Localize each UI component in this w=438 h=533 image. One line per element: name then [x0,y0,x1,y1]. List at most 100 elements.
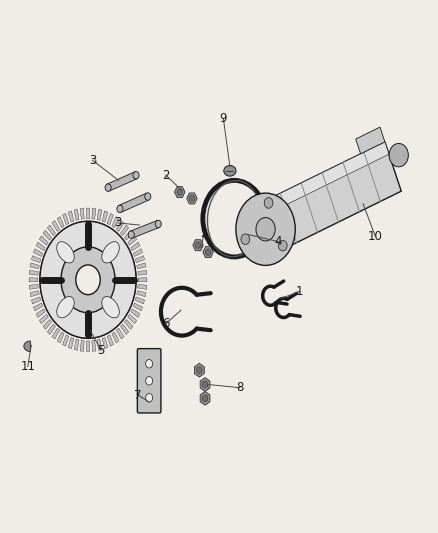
Polygon shape [32,256,41,263]
Polygon shape [193,240,203,251]
Circle shape [61,247,115,313]
Polygon shape [29,285,38,289]
Circle shape [197,367,202,374]
Circle shape [146,393,152,402]
FancyBboxPatch shape [138,349,161,413]
Polygon shape [107,335,113,346]
Circle shape [133,172,139,179]
Polygon shape [74,209,79,220]
Polygon shape [107,213,113,225]
Polygon shape [32,297,41,304]
Circle shape [128,231,134,238]
Ellipse shape [102,241,119,263]
Polygon shape [117,221,124,231]
Polygon shape [200,377,210,391]
Polygon shape [137,263,146,269]
Polygon shape [356,127,385,154]
Circle shape [155,220,161,228]
Polygon shape [117,328,124,339]
Polygon shape [200,391,210,405]
Polygon shape [43,230,52,240]
Polygon shape [29,278,38,282]
Polygon shape [47,324,56,335]
Polygon shape [120,225,129,236]
Text: 3: 3 [114,216,121,229]
Polygon shape [137,291,146,297]
Polygon shape [203,247,213,257]
Polygon shape [131,242,140,251]
Circle shape [146,376,152,385]
Polygon shape [112,332,119,343]
Circle shape [264,198,273,208]
Circle shape [76,265,100,295]
Circle shape [189,195,194,201]
Polygon shape [52,328,60,339]
Polygon shape [174,187,185,198]
Polygon shape [33,303,43,311]
Polygon shape [92,208,96,219]
Text: 2: 2 [162,168,170,182]
Circle shape [241,234,250,245]
Circle shape [105,184,111,191]
Circle shape [256,217,275,241]
Polygon shape [194,364,204,377]
Polygon shape [120,324,129,335]
Polygon shape [30,291,39,297]
Polygon shape [30,263,39,269]
Ellipse shape [57,241,74,263]
Text: 7: 7 [134,389,142,402]
Polygon shape [135,256,145,263]
Polygon shape [57,216,64,228]
Polygon shape [52,221,60,231]
Text: 1: 1 [296,285,304,298]
Polygon shape [36,309,45,318]
Polygon shape [97,209,102,220]
Polygon shape [33,249,43,256]
Polygon shape [138,278,147,282]
Polygon shape [131,309,140,318]
Polygon shape [43,319,52,329]
Polygon shape [24,341,30,352]
Text: 11: 11 [20,360,35,373]
Polygon shape [133,249,142,256]
Text: 6: 6 [162,318,170,330]
Circle shape [145,193,151,200]
Polygon shape [39,236,48,245]
Polygon shape [135,297,145,304]
Polygon shape [86,208,90,219]
Ellipse shape [57,296,74,318]
Circle shape [279,240,287,251]
Polygon shape [97,339,102,350]
Text: 10: 10 [368,230,383,243]
Polygon shape [124,319,133,329]
Polygon shape [102,211,108,222]
Polygon shape [68,337,74,349]
Text: 8: 8 [236,381,244,394]
Polygon shape [63,335,69,346]
Polygon shape [138,270,147,275]
Polygon shape [29,270,38,275]
Circle shape [177,189,182,195]
Polygon shape [68,211,74,222]
Text: 4: 4 [274,235,282,248]
Circle shape [40,221,136,338]
Polygon shape [80,208,84,219]
Polygon shape [80,341,84,351]
Circle shape [195,242,201,248]
Polygon shape [119,193,149,212]
Polygon shape [128,314,137,324]
Polygon shape [259,142,401,253]
Text: 9: 9 [219,112,227,125]
Circle shape [202,381,208,388]
Polygon shape [128,236,137,245]
Circle shape [205,249,211,255]
Polygon shape [124,230,133,240]
Polygon shape [86,341,90,352]
Polygon shape [74,339,79,350]
Polygon shape [259,142,389,216]
Ellipse shape [102,296,119,318]
Polygon shape [102,337,108,349]
Polygon shape [47,225,56,236]
Ellipse shape [224,165,236,176]
Polygon shape [112,216,119,228]
